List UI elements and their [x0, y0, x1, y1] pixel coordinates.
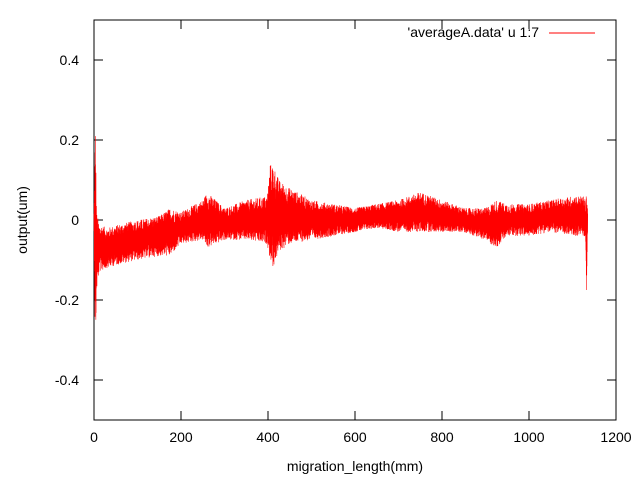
y-tick-label: -0.4 — [55, 372, 79, 388]
axis-ticks: 0 200 400 600 800 1000 1200 -0.4 -0.2 0 0.2 0.4 — [55, 20, 632, 445]
x-tick-label: 400 — [256, 429, 280, 445]
x-tick-label: 800 — [430, 429, 454, 445]
x-tick-label: 0 — [90, 429, 98, 445]
y-axis-label: output(um) — [14, 186, 30, 254]
y-tick-label: 0.4 — [60, 52, 80, 68]
x-axis-label: migration_length(mm) — [287, 458, 423, 474]
legend: 'averageA.data' u 1:7 — [408, 24, 595, 40]
legend-label: 'averageA.data' u 1:7 — [408, 24, 540, 40]
x-tick-label: 1200 — [600, 429, 631, 445]
x-tick-label: 1000 — [513, 429, 544, 445]
y-tick-label: 0 — [71, 212, 79, 228]
y-tick-label: 0.2 — [60, 132, 80, 148]
series-line — [93, 136, 589, 320]
x-tick-label: 600 — [343, 429, 367, 445]
y-tick-label: -0.2 — [55, 292, 79, 308]
x-tick-label: 200 — [169, 429, 193, 445]
series-layer — [93, 136, 589, 320]
